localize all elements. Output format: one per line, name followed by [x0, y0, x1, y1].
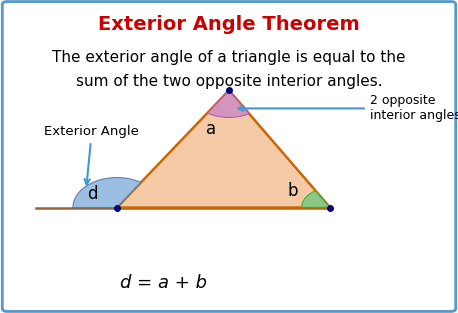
Polygon shape: [117, 90, 330, 208]
Text: b: b: [288, 182, 298, 200]
Text: a: a: [207, 121, 217, 138]
Text: 2 opposite
interior angles: 2 opposite interior angles: [239, 95, 458, 122]
Wedge shape: [207, 90, 249, 117]
Text: d = a + b: d = a + b: [120, 274, 207, 292]
Wedge shape: [73, 177, 141, 208]
Wedge shape: [301, 191, 330, 208]
Text: d: d: [87, 185, 98, 203]
Text: Exterior Angle Theorem: Exterior Angle Theorem: [98, 15, 360, 34]
Text: Exterior Angle: Exterior Angle: [44, 126, 139, 184]
Text: sum of the two opposite interior angles.: sum of the two opposite interior angles.: [76, 74, 382, 89]
Text: The exterior angle of a triangle is equal to the: The exterior angle of a triangle is equa…: [52, 50, 406, 65]
